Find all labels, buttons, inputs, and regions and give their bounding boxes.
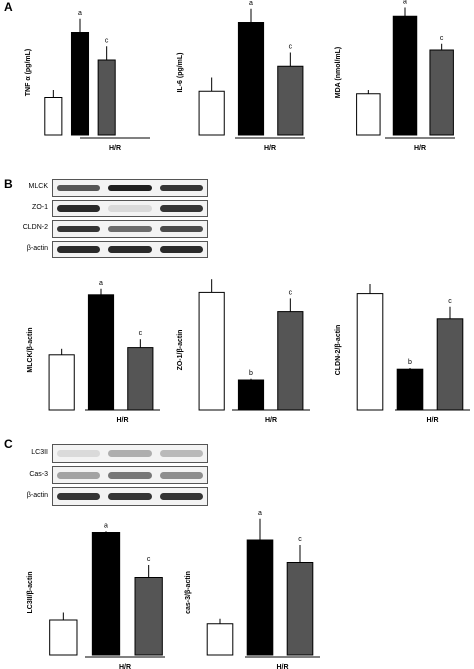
blot-row-label: β-actin bbox=[26, 492, 48, 500]
blot-band bbox=[108, 450, 152, 457]
blot-band bbox=[57, 246, 101, 253]
group-label: H/R bbox=[116, 417, 128, 424]
chart-zo1: ZO-1/β-actin b c H/R bbox=[177, 279, 310, 424]
group-label: H/R bbox=[276, 664, 288, 669]
blot-strip bbox=[52, 240, 208, 258]
significance-label: a bbox=[258, 510, 262, 517]
significance-label: c bbox=[440, 35, 444, 42]
panel-letter-b: B bbox=[4, 177, 13, 191]
bar bbox=[91, 532, 121, 656]
blot-band bbox=[57, 450, 101, 457]
group-label: H/R bbox=[265, 417, 277, 424]
significance-label: c bbox=[448, 298, 452, 305]
significance-label: c bbox=[298, 536, 302, 543]
blot-band bbox=[57, 471, 101, 479]
blot-band bbox=[159, 246, 203, 253]
blot-band bbox=[108, 225, 152, 233]
chart-il6: IL-6 (pg/mL) a c H/R bbox=[177, 0, 305, 152]
chart-tnf: TNF α (pg/mL) a c H/R bbox=[25, 10, 150, 152]
y-axis-label: MDA (nmol/mL) bbox=[335, 47, 342, 98]
y-axis-label: CLDN-2/β-actin bbox=[335, 325, 342, 376]
group-label: H/R bbox=[414, 145, 426, 152]
bar bbox=[127, 347, 154, 411]
blot-band bbox=[57, 225, 101, 233]
blot-row-label: LC3II bbox=[31, 448, 48, 456]
group-label: H/R bbox=[119, 664, 131, 669]
significance-label: c bbox=[147, 556, 151, 563]
blot-strip bbox=[52, 444, 208, 463]
blot-panel-b: MLCK ZO-1 CLDN-2 β-actin bbox=[8, 178, 208, 260]
blot-strip bbox=[52, 487, 208, 506]
blot-panel-c: LC3II Cas-3 β-actin bbox=[8, 443, 208, 508]
blot-band bbox=[159, 184, 203, 192]
blot-band bbox=[159, 450, 203, 457]
y-axis-label: LC3II/β-actin bbox=[27, 572, 34, 614]
blot-band bbox=[57, 493, 101, 501]
bar bbox=[286, 562, 314, 656]
chart-lc3ii: LC3II/β-actin a c H/R bbox=[27, 522, 165, 669]
y-axis-label: TNF α (pg/mL) bbox=[25, 49, 32, 96]
significance-label: a bbox=[78, 10, 82, 17]
chart-mlck: MLCK/β-actin a c H/R bbox=[27, 280, 160, 424]
bar bbox=[356, 293, 384, 411]
blot-band bbox=[159, 493, 203, 501]
blot-row-label: β-actin bbox=[26, 244, 48, 252]
blot-band bbox=[108, 246, 152, 253]
blot-strip bbox=[52, 199, 208, 217]
significance-label: a bbox=[249, 0, 253, 7]
significance-label: c bbox=[139, 330, 143, 337]
chart-cldn2: CLDN-2/β-actin b c H/R bbox=[335, 284, 470, 424]
blot-row-label: ZO-1 bbox=[32, 203, 48, 211]
blot-band bbox=[159, 471, 203, 479]
blot-row-label: CLDN-2 bbox=[22, 224, 48, 232]
bar bbox=[436, 318, 464, 411]
blot-band bbox=[57, 205, 101, 212]
significance-label: b bbox=[249, 370, 253, 377]
significance-label: c bbox=[289, 44, 293, 51]
bar bbox=[277, 311, 304, 411]
group-label: H/R bbox=[109, 145, 121, 152]
significance-label: a bbox=[104, 522, 108, 529]
bar bbox=[198, 90, 225, 136]
blot-band bbox=[159, 205, 203, 212]
bar bbox=[198, 291, 225, 411]
bar bbox=[87, 294, 115, 411]
bar bbox=[48, 354, 75, 411]
chart-cas3: cas-3/β-actin a c H/R bbox=[185, 510, 320, 669]
bar bbox=[206, 623, 234, 656]
significance-label: a bbox=[403, 0, 407, 6]
significance-label: c bbox=[289, 289, 293, 296]
significance-label: c bbox=[105, 37, 109, 44]
group-label: H/R bbox=[426, 417, 438, 424]
panel-letter-c: C bbox=[4, 437, 13, 451]
blot-band bbox=[108, 471, 152, 479]
blot-strip bbox=[52, 179, 208, 197]
blot-band bbox=[108, 184, 152, 192]
blot-band bbox=[159, 225, 203, 233]
blot-row-label: MLCK bbox=[28, 183, 48, 191]
significance-label: a bbox=[99, 280, 103, 287]
blot-band bbox=[108, 493, 152, 501]
bar bbox=[246, 539, 274, 656]
y-axis-label: MLCK/β-actin bbox=[27, 327, 34, 372]
blot-strip bbox=[52, 220, 208, 238]
y-axis-label: IL-6 (pg/mL) bbox=[177, 52, 184, 92]
bar bbox=[396, 368, 424, 411]
y-axis-label: cas-3/β-actin bbox=[185, 571, 192, 614]
y-axis-label: ZO-1/β-actin bbox=[177, 330, 184, 371]
blot-strip bbox=[52, 465, 208, 485]
group-label: H/R bbox=[264, 145, 276, 152]
panel-letter-a: A bbox=[4, 0, 13, 14]
blot-band bbox=[57, 184, 101, 192]
chart-mda: MDA (nmol/mL) a c H/R bbox=[335, 0, 455, 152]
blot-band bbox=[108, 205, 152, 212]
blot-row-label: Cas-3 bbox=[29, 470, 48, 478]
significance-label: b bbox=[408, 359, 412, 366]
